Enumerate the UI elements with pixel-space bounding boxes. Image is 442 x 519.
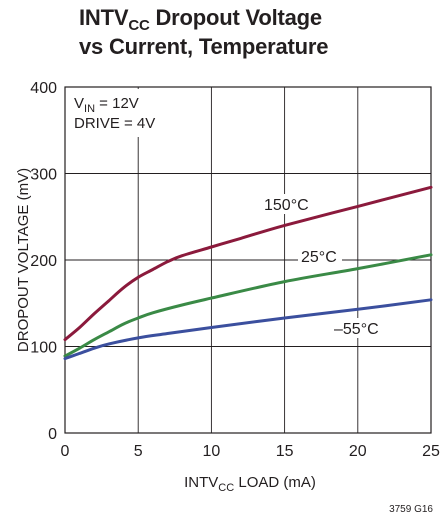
series-label-bg-25 — [298, 247, 342, 265]
x-tick-label: 20 — [349, 443, 367, 460]
annotation-background — [70, 89, 154, 137]
series-line-0 — [63, 185, 433, 342]
x-axis-label: INTVCC LOAD (mA) — [184, 474, 316, 494]
series-label-25c: 25°C — [301, 249, 337, 266]
y-tick-label: 200 — [30, 253, 57, 270]
chart-title-line2: vs Current, Temperature — [79, 34, 329, 59]
x-tick-label: 15 — [276, 443, 294, 460]
series-label-minus55c: –55°C — [334, 321, 379, 338]
series-label-bg-m55 — [332, 318, 382, 338]
y-tick-label: 400 — [30, 80, 57, 97]
series-label-bg-150 — [265, 194, 315, 214]
annotation-vin: VIN = 12V — [74, 95, 139, 115]
y-tick-label: 300 — [30, 167, 57, 184]
y-tick-label: 0 — [48, 426, 57, 443]
y-axis-label: DROPOUT VOLTAGE (mV) — [15, 168, 32, 352]
y-tick-labels: 0 100 200 300 400 — [30, 80, 57, 443]
annotation-drive: DRIVE = 4V — [74, 115, 155, 132]
grid-lines — [65, 87, 431, 433]
series-line-2 — [63, 298, 433, 361]
x-tick-label: 5 — [134, 443, 143, 460]
series-line-1 — [63, 253, 433, 358]
x-tick-label: 10 — [203, 443, 221, 460]
figure-id: 3759 G16 — [389, 504, 433, 515]
y-tick-label: 100 — [30, 340, 57, 357]
plot-frame — [64, 86, 432, 434]
series-label-150c: 150°C — [264, 197, 309, 214]
series-lines — [63, 185, 433, 361]
x-tick-label: 25 — [422, 443, 440, 460]
x-tick-label: 0 — [61, 443, 70, 460]
x-tick-labels: 0 5 10 15 20 25 — [61, 443, 440, 460]
chart-title-line1: INTVCC Dropout Voltage — [79, 5, 322, 34]
chart-title: INTVCC Dropout Voltage vs Current, Tempe… — [79, 5, 328, 60]
